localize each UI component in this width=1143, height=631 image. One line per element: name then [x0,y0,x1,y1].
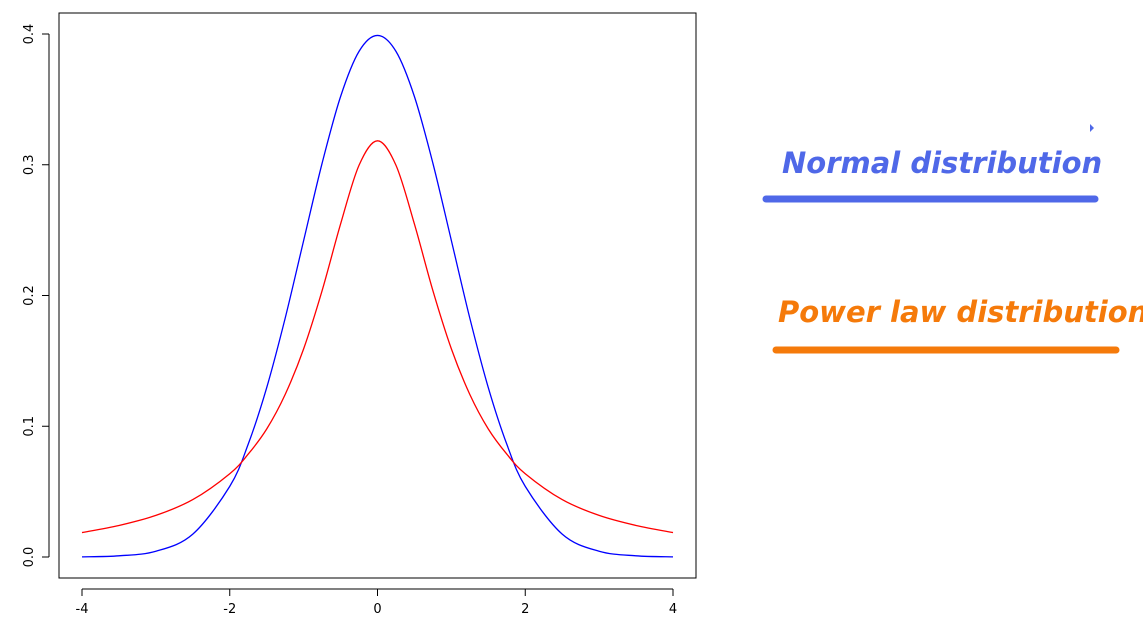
y-tick-label: 0.3 [22,154,37,175]
x-tick-label: 4 [669,602,677,617]
series-line-power-law [81,140,674,534]
plot-frame [58,12,697,579]
x-tick-label: -2 [223,602,236,617]
legend-mark-normal [1090,124,1094,132]
legend-label-power-law: Power law distribution [778,295,1143,329]
legend-label-normal: Normal distribution [782,146,1102,180]
x-axis: -4 -2 0 2 4 [76,588,677,617]
y-axis: 0.0 0.1 0.2 0.3 0.4 [22,24,50,568]
x-tick-label: -4 [76,602,89,617]
series-line-normal [81,34,674,558]
legend-item-normal: Normal distribution [762,124,1102,203]
legend-item-power-law: Power law distribution [772,295,1143,354]
y-tick-label: 0.4 [22,24,37,45]
y-tick-label: 0.0 [22,547,37,568]
y-tick-label: 0.1 [22,416,37,437]
x-tick-label: 2 [521,602,529,617]
y-tick-label: 0.2 [22,285,37,306]
series-layer [81,34,674,558]
x-tick-label: 0 [373,602,381,617]
legend: Normal distribution Power law distributi… [762,124,1143,354]
